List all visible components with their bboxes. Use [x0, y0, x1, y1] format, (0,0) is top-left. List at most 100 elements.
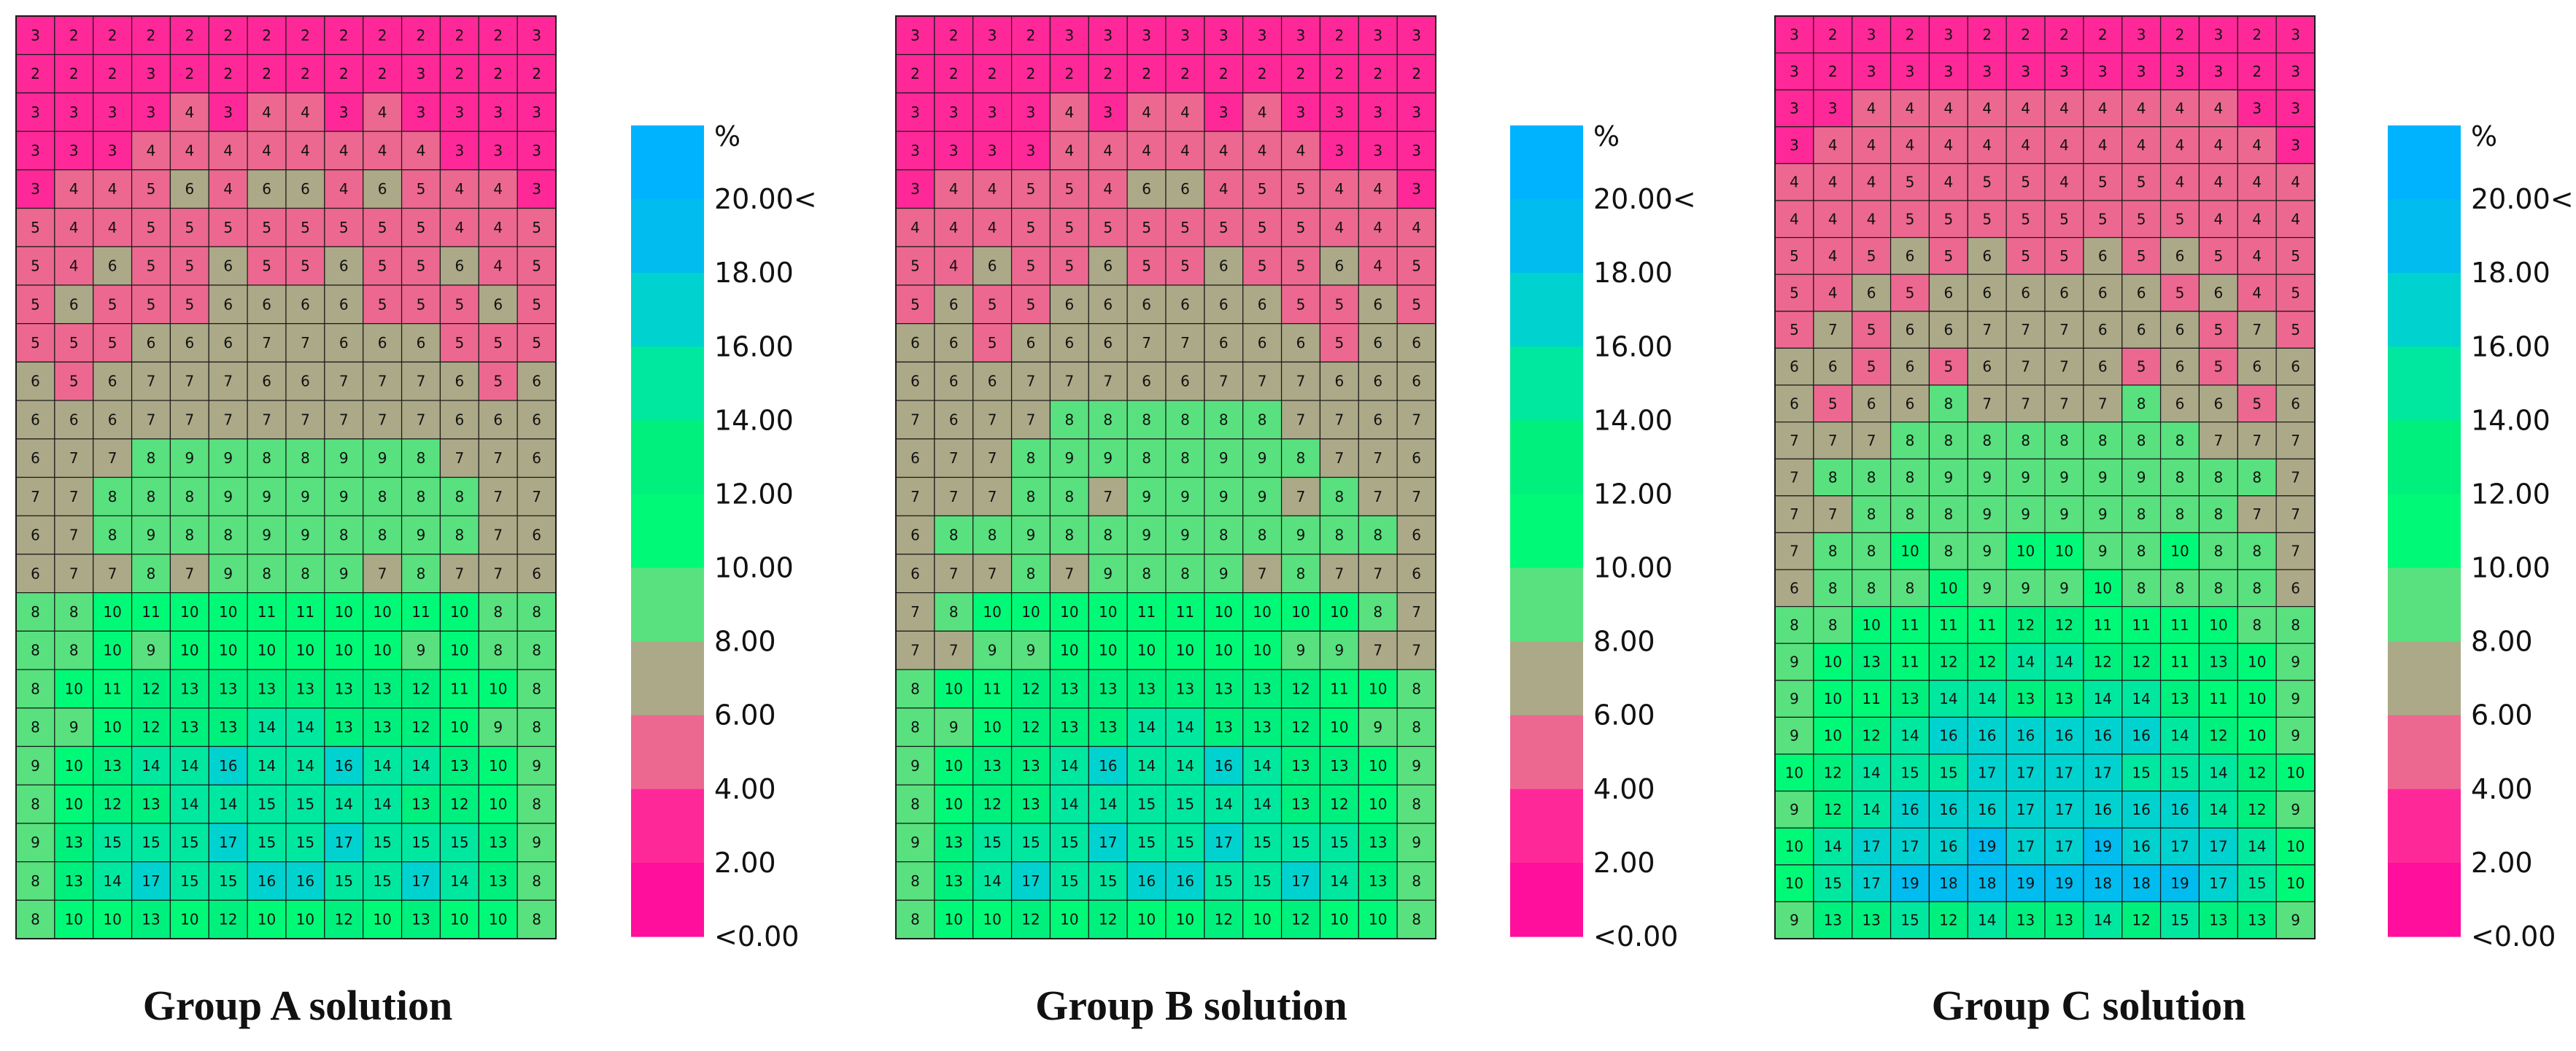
cell-value-label: 6: [1180, 295, 1190, 313]
cell-value-label: 2: [2252, 26, 2262, 43]
heatmap-cell: [93, 630, 133, 670]
heatmap-cell: [2198, 864, 2238, 903]
cell-value-label: 3: [31, 104, 40, 121]
cell-value-label: 8: [2059, 432, 2069, 449]
cell-value-label: 9: [417, 527, 426, 544]
heatmap-cell: [1967, 753, 2007, 792]
cell-value-label: 12: [1978, 654, 1996, 671]
cell-value-label: 8: [301, 449, 310, 467]
cell-value-label: 8: [1906, 579, 1915, 597]
heatmap-cell: [2275, 163, 2316, 201]
cell-value-label: 6: [2098, 247, 2108, 265]
cell-value-label: 10: [65, 911, 83, 928]
cell-value-label: 17: [1021, 872, 1040, 890]
legend-unit-label: %: [1593, 120, 1620, 152]
heatmap-cell: [1088, 438, 1128, 478]
heatmap-cell: [972, 707, 1013, 748]
heatmap-cell: [1358, 630, 1398, 670]
cell-value-label: 4: [1790, 174, 1799, 191]
cell-value-label: 2: [69, 65, 79, 82]
heatmap-cell: [2083, 901, 2123, 939]
heatmap-cell: [1126, 361, 1167, 401]
cell-value-label: 6: [1867, 395, 1876, 412]
cell-value-label: 9: [1790, 801, 1799, 818]
heatmap-cell: [1967, 15, 2007, 54]
heatmap-cell: [2121, 237, 2162, 275]
legend-swatch: [631, 788, 704, 864]
heatmap-cell: [2237, 126, 2277, 165]
heatmap-cell: [2006, 52, 2046, 90]
heatmap-cell: [2275, 274, 2316, 312]
heatmap-cell: [1852, 495, 1892, 533]
cell-value-label: 7: [1828, 505, 1838, 523]
cell-value-label: 3: [910, 180, 920, 198]
legend-tick-label: 14.00: [2471, 404, 2550, 436]
cell-value-label: 9: [1064, 449, 1074, 467]
cell-value-label: 7: [147, 373, 156, 390]
cell-value-label: 2: [532, 65, 541, 82]
cell-value-label: 8: [910, 718, 920, 736]
cell-value-label: 3: [949, 104, 959, 121]
cell-value-label: 8: [31, 796, 40, 813]
cell-value-label: 4: [1103, 180, 1113, 198]
cell-value-label: 4: [2175, 136, 2185, 154]
cell-value-label: 11: [103, 680, 121, 697]
heatmap-cell: [1319, 823, 1359, 863]
cell-value-label: 10: [1137, 911, 1156, 928]
heatmap-cell: [285, 131, 325, 171]
heatmap-cell: [54, 400, 94, 440]
heatmap-cell: [439, 169, 479, 209]
cell-value-label: 6: [301, 180, 310, 198]
cell-value-label: 5: [532, 257, 541, 275]
cell-value-label: 13: [103, 757, 121, 775]
heatmap-cell: [363, 15, 403, 55]
cell-value-label: 7: [2059, 395, 2069, 412]
cell-value-label: 16: [1939, 838, 1957, 856]
cell-value-label: 7: [1258, 565, 1267, 582]
cell-value-label: 3: [147, 65, 156, 82]
cell-value-label: 13: [450, 757, 468, 775]
cell-value-label: 15: [373, 872, 391, 890]
cell-value-label: 8: [1867, 469, 1876, 486]
cell-value-label: 13: [1824, 912, 1842, 929]
heatmap-cell: [1852, 200, 1892, 238]
cell-value-label: 5: [1296, 257, 1306, 275]
heatmap-cell: [2159, 311, 2200, 349]
cell-value-label: 12: [2248, 764, 2266, 781]
heatmap-cell: [2159, 384, 2200, 423]
heatmap-cell: [247, 592, 287, 632]
cell-value-label: 6: [2213, 395, 2223, 412]
cell-value-label: 8: [1219, 411, 1229, 428]
heatmap-cell: [439, 554, 479, 594]
heatmap-cell: [208, 861, 248, 901]
cell-value-label: 8: [1026, 488, 1036, 505]
heatmap-cell: [439, 92, 479, 132]
heatmap-cell: [401, 899, 441, 939]
heatmap-cell: [478, 131, 518, 171]
cell-value-label: 8: [31, 911, 40, 928]
heatmap-cell: [1890, 89, 1930, 128]
cell-value-label: 7: [223, 411, 233, 428]
cell-value-label: 6: [532, 565, 541, 582]
heatmap-cell: [1928, 753, 1968, 792]
cell-value-label: 6: [1064, 295, 1074, 313]
cell-value-label: 10: [1369, 680, 1387, 697]
cell-value-label: 2: [1142, 65, 1151, 82]
cell-value-label: 6: [108, 411, 117, 428]
cell-value-label: 10: [1215, 642, 1233, 659]
heatmap-cell: [93, 400, 133, 440]
heatmap-cell: [93, 745, 133, 786]
heatmap-cell: [1242, 554, 1283, 594]
heatmap-cell: [208, 515, 248, 555]
heatmap-cell: [131, 592, 171, 632]
cell-value-label: 5: [2059, 247, 2069, 265]
heatmap-cell: [972, 438, 1013, 478]
cell-value-label: 6: [2098, 358, 2108, 376]
cell-value-label: 4: [1373, 257, 1382, 275]
heatmap-cell: [934, 246, 974, 286]
cell-value-label: 3: [532, 26, 541, 44]
cell-value-label: 14: [1939, 690, 1957, 707]
heatmap-cell: [1813, 790, 1853, 829]
cell-value-label: 4: [988, 219, 997, 236]
heatmap-cell: [478, 169, 518, 209]
